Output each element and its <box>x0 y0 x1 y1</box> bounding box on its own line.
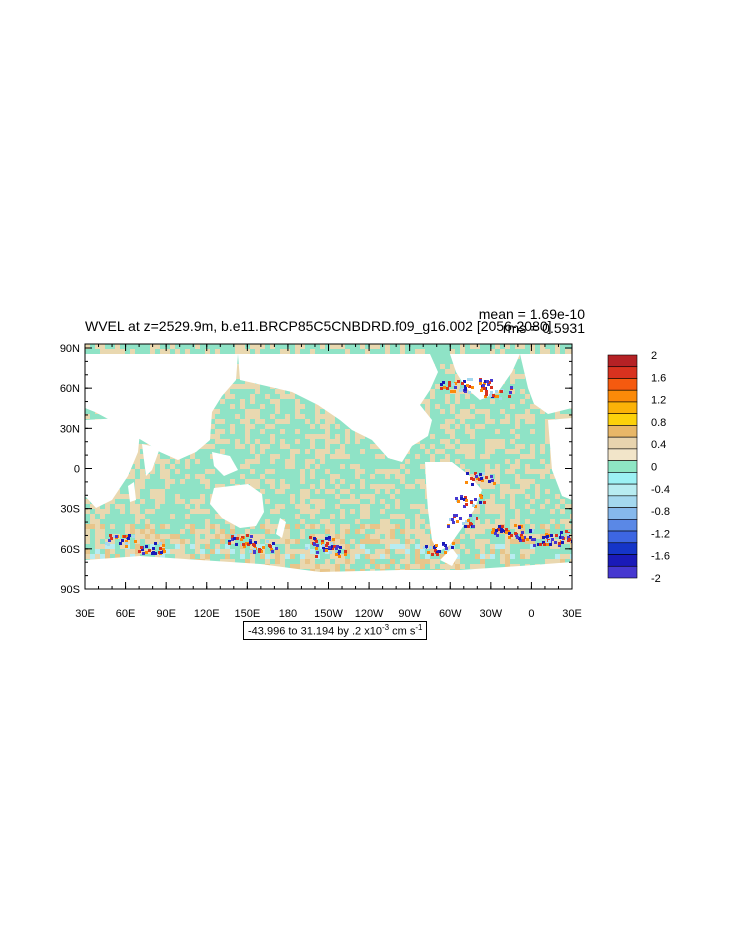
lon-tick-label: 120W <box>355 608 384 620</box>
lon-tick-label: 90W <box>398 608 421 620</box>
lon-tick-label: 60E <box>116 608 136 620</box>
lon-tick-label: 150W <box>314 608 343 620</box>
mean-label: mean = 1.69e-10 <box>478 306 585 322</box>
land-australia <box>210 484 264 528</box>
colorbar-swatch <box>607 425 638 438</box>
lon-tick-label: 0 <box>528 608 534 620</box>
contour-range-text: -43.996 to 31.194 by .2 x10 <box>248 625 382 638</box>
colorbar-swatch <box>607 530 638 544</box>
lat-tick-label: 90S <box>60 584 80 596</box>
lon-tick-label: 90E <box>156 608 176 620</box>
land-madagascar <box>128 482 136 502</box>
lon-tick-label: 30W <box>480 608 503 620</box>
lat-tick-label: 90N <box>60 343 80 355</box>
land-north-america <box>238 354 438 462</box>
high-gradient-cells <box>105 378 572 558</box>
land-antarctica <box>85 556 572 589</box>
colorbar-label: 1.6 <box>651 372 666 384</box>
rms-label: rms = 0.5931 <box>502 320 585 336</box>
colorbar-swatch <box>607 565 638 579</box>
land-eurasia <box>85 354 238 460</box>
land-greenland <box>450 354 520 400</box>
lon-tick-label: 60W <box>439 608 462 620</box>
colorbar-label: -2 <box>651 573 661 585</box>
colorbar-swatch <box>607 436 638 450</box>
land-europe-wrap <box>520 354 572 414</box>
colorbar-swatch <box>607 542 638 555</box>
lat-tick-label: 30S <box>60 504 80 516</box>
lon-tick-label: 120E <box>194 608 220 620</box>
colorbar-swatch <box>607 483 638 497</box>
colorbar-label: 1.2 <box>651 395 666 407</box>
land-africa <box>85 418 140 508</box>
lat-tick-label: 60N <box>60 383 80 395</box>
colorbar-swatch <box>607 401 638 414</box>
colorbar-swatch <box>607 507 638 520</box>
colorbar-label: 0 <box>651 462 657 474</box>
colorbar-swatch <box>607 554 638 567</box>
colorbar-swatch <box>607 389 638 403</box>
lon-tick-label: 150E <box>234 608 260 620</box>
colorbar: 2 1.6 1.2 0.8 0.4 0 -0.4 -0.8 -1.2 -1.6 -2 <box>607 350 670 585</box>
colorbar-swatch <box>607 366 638 379</box>
colorbar-label: 0.8 <box>651 417 666 429</box>
colorbar-label: -0.8 <box>651 506 670 518</box>
colorbar-swatch <box>607 495 638 508</box>
contour-units: cm s <box>389 625 416 638</box>
colorbar-label: -1.2 <box>651 528 670 540</box>
land-india <box>142 444 160 476</box>
colorbar-swatch <box>607 354 638 368</box>
lat-tick-label: 30N <box>60 423 80 435</box>
land-antarctic-peninsula <box>440 548 458 566</box>
colorbar-swatch <box>607 519 638 532</box>
plot-title: WVEL at z=2529.9m, b.e11.BRCP85C5CNBDRD.… <box>85 318 552 334</box>
land-south-america <box>425 462 482 552</box>
contour-units-exponent: -1 <box>415 623 423 632</box>
colorbar-swatch <box>607 460 638 473</box>
colorbar-swatch <box>607 413 638 426</box>
lon-tick-label: 180 <box>279 608 297 620</box>
lat-tick-label: 60S <box>60 544 80 556</box>
colorbar-swatch <box>607 448 638 461</box>
colorbar-label: -0.4 <box>651 484 670 496</box>
land-new-zealand <box>276 518 286 538</box>
colorbar-label: 2 <box>651 350 657 362</box>
map-axes: 90N 60N 30N 0 30S 60S 90S 30E 60E 90E 120E 150E 180 1… <box>60 343 582 620</box>
land-africa-wrap <box>548 418 572 500</box>
lon-tick-label: 30E <box>75 608 95 620</box>
land-mask <box>85 354 572 589</box>
land-maritime-se-asia <box>212 452 238 476</box>
colorbar-label: 0.4 <box>651 439 666 451</box>
colorbar-label: -1.6 <box>651 551 670 563</box>
lat-tick-label: 0 <box>74 464 80 476</box>
colorbar-swatch <box>607 472 638 485</box>
colorbar-swatch <box>607 378 638 391</box>
contour-info-box: -43.996 to 31.194 by .2 x10-3 cm s-1 <box>243 621 428 640</box>
lon-tick-label: 30E <box>562 608 582 620</box>
contour-exponent: -3 <box>381 623 390 632</box>
